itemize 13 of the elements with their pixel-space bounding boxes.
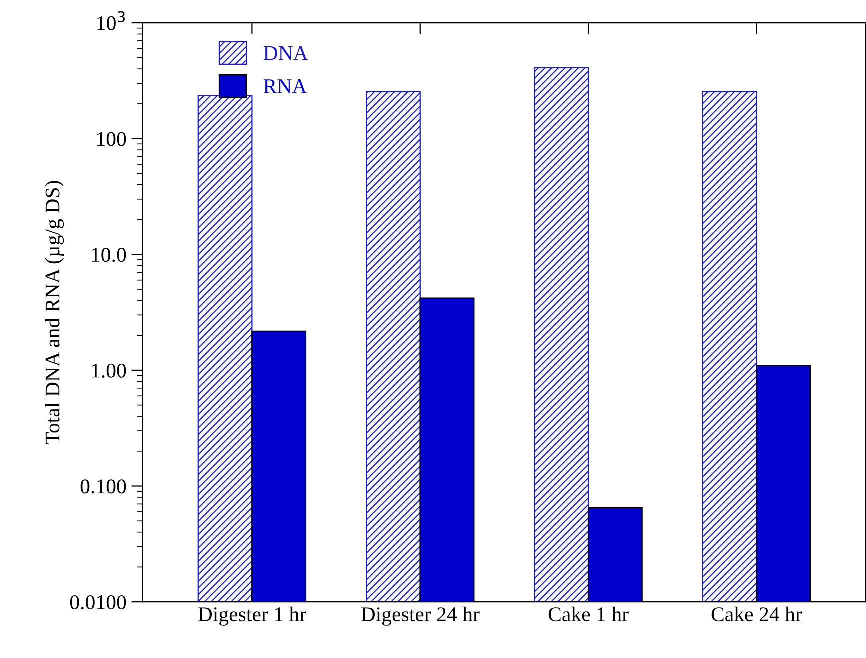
x-tick-label: Cake 24 hr [712,606,802,622]
legend-label: DNA [264,46,308,60]
y-tick-label: 1.00 [92,364,126,378]
y-tick-label: 0.0100 [70,595,126,610]
y-tick-label: 100 [98,132,126,146]
legend-label: RNA [264,80,308,94]
y-tick-label: 10.0 [92,248,126,262]
y-tick-label: 10$^{3}$ [98,11,126,30]
y-axis-title: Total DNA and RNA (µg/g DS) [45,181,64,444]
x-tick-label: Digester 24 hr [361,606,480,626]
y-tick-label: 0.100 [80,480,126,494]
x-tick-label: Digester 1 hr [198,606,306,626]
x-tick-label: Cake 1 hr [548,606,629,622]
